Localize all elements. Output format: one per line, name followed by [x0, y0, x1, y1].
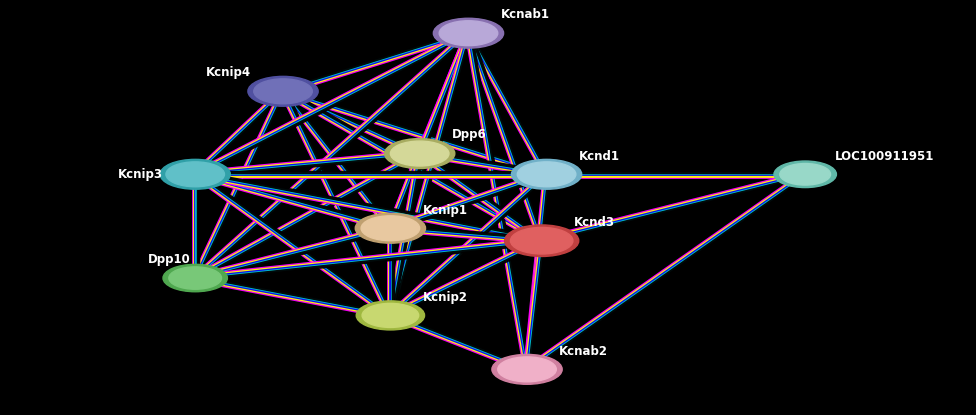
- Circle shape: [361, 216, 420, 241]
- Text: Kcnip1: Kcnip1: [423, 204, 468, 217]
- Text: Kcnd3: Kcnd3: [574, 216, 615, 229]
- Circle shape: [254, 79, 312, 104]
- Circle shape: [505, 225, 579, 256]
- Circle shape: [385, 139, 455, 168]
- Circle shape: [517, 162, 576, 187]
- Circle shape: [163, 264, 227, 292]
- Text: Kcnd1: Kcnd1: [579, 150, 620, 163]
- Text: Kcnab1: Kcnab1: [501, 8, 549, 21]
- Text: Kcnip4: Kcnip4: [206, 66, 251, 79]
- Circle shape: [390, 141, 449, 166]
- Text: LOC100911951: LOC100911951: [834, 150, 934, 163]
- Text: Kcnip2: Kcnip2: [423, 291, 468, 304]
- Circle shape: [510, 227, 573, 254]
- Text: Dpp10: Dpp10: [147, 253, 190, 266]
- Circle shape: [169, 267, 222, 289]
- Circle shape: [511, 159, 582, 189]
- Circle shape: [439, 21, 498, 46]
- Text: Dpp6: Dpp6: [452, 128, 487, 141]
- Circle shape: [355, 213, 426, 243]
- Circle shape: [356, 301, 425, 330]
- Text: Kcnab2: Kcnab2: [559, 345, 608, 358]
- Circle shape: [362, 303, 419, 327]
- Circle shape: [498, 357, 556, 382]
- Circle shape: [248, 76, 318, 106]
- Circle shape: [780, 164, 831, 185]
- Circle shape: [166, 162, 224, 187]
- Circle shape: [433, 18, 504, 48]
- Circle shape: [774, 161, 836, 188]
- Circle shape: [160, 159, 230, 189]
- Circle shape: [492, 354, 562, 384]
- Text: Kcnip3: Kcnip3: [118, 168, 163, 181]
